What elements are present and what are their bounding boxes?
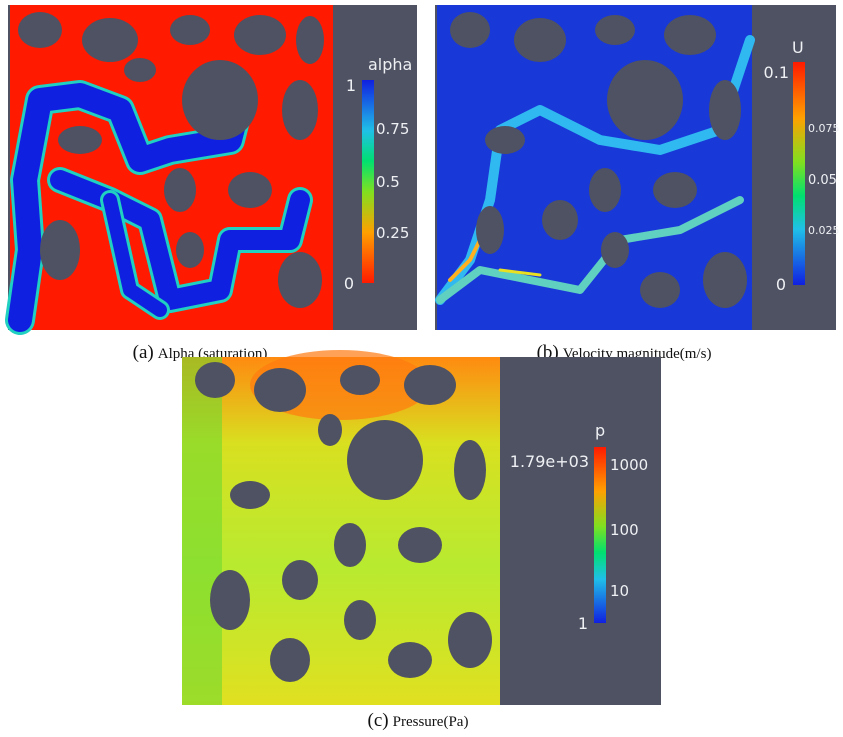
colorbar-title: p — [595, 421, 605, 440]
inlet-zone — [182, 357, 222, 705]
colorbar-tick: 0 — [776, 275, 786, 294]
colorbar-tick: 100 — [610, 521, 639, 539]
caption: (c) Pressure(Pa) — [368, 710, 469, 731]
colorbar-tick: 0.25 — [376, 224, 409, 242]
colorbar-tick: 0 — [344, 274, 354, 293]
colorbar-tick: 10 — [610, 582, 629, 600]
colorbar-tick: 1000 — [610, 456, 648, 474]
colorbar-tick: 0.05 — [808, 173, 837, 188]
panel-c: p 1.79e+03 1000 100 10 1 (c) Pressure(Pa… — [182, 350, 661, 731]
colorbar-title: alpha — [368, 55, 412, 74]
colorbar — [362, 80, 374, 283]
figure: alpha 1 0.75 0.5 0.25 0 (a) Alpha (satur… — [0, 0, 843, 737]
panel-b: U 0.1 0.075 0.05 0.025 0 (b) Velocity ma… — [435, 5, 840, 363]
colorbar-tick: 0.75 — [376, 120, 409, 138]
colorbar — [594, 447, 606, 623]
colorbar-tick: 0.025 — [808, 224, 840, 237]
colorbar-tick: 1 — [346, 76, 356, 95]
colorbar-title: U — [792, 38, 804, 57]
colorbar-tick: 1.79e+03 — [510, 452, 589, 471]
caption-label: (a) — [133, 342, 154, 363]
caption-text: Pressure(Pa) — [393, 714, 469, 730]
colorbar-tick: 0.1 — [764, 63, 789, 82]
colorbar — [793, 62, 805, 285]
colorbar-tick: 0.5 — [376, 173, 400, 191]
caption-label: (c) — [368, 710, 389, 731]
panel-a: alpha 1 0.75 0.5 0.25 0 (a) Alpha (satur… — [8, 5, 417, 363]
colorbar-tick: 0.075 — [808, 122, 840, 135]
colorbar-tick: 1 — [578, 614, 588, 633]
